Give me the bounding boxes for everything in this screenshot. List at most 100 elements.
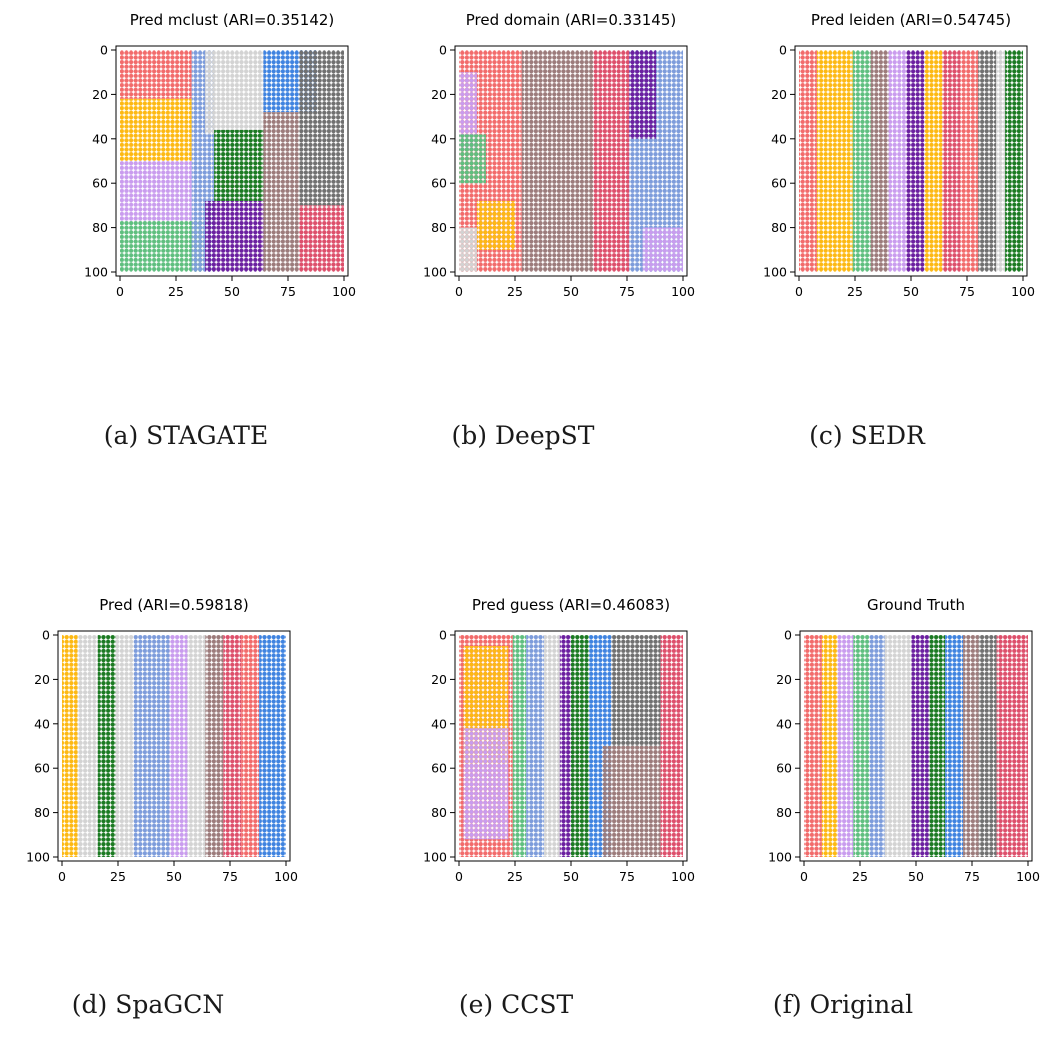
y-tick-label: 100 [26, 850, 50, 865]
x-tick-label: 100 [274, 869, 298, 884]
x-tick-label: 25 [852, 869, 868, 884]
cluster-region-silver [115, 635, 134, 857]
x-tick-label: 25 [507, 869, 523, 884]
panel-6: 0 25 50 75 100 0 20 40 60 80 100 Ground Truth [768, 596, 1040, 884]
cluster-region-lilac [459, 72, 477, 150]
panel-title: Pred (ARI=0.59818) [99, 596, 249, 614]
panel-caption: (c) SEDR [809, 421, 925, 450]
x-tick-label: 100 [1016, 869, 1040, 884]
cluster-region-forest [97, 635, 116, 857]
panel-3: 0 25 50 75 100 0 20 40 60 80 100 Pred leiden (ARI=0… [763, 11, 1035, 299]
cluster-region-slate [611, 635, 661, 746]
cluster-region-mint [459, 134, 486, 184]
x-tick-label: 25 [847, 284, 863, 299]
x-tick-label: 75 [222, 869, 238, 884]
cluster-region-periwinkle [868, 635, 885, 857]
plot-area [804, 635, 1028, 857]
y-tick-label: 0 [439, 628, 447, 643]
cluster-region-taupe [870, 50, 889, 272]
x-tick-label: 0 [455, 284, 463, 299]
cluster-region-crimson [299, 205, 344, 272]
cluster-region-slate [978, 50, 997, 272]
y-tick-label: 20 [431, 672, 447, 687]
y-tick-label: 40 [776, 716, 792, 731]
cluster-region-lilac [642, 227, 683, 272]
x-tick-label: 0 [455, 869, 463, 884]
x-tick-label: 50 [224, 284, 240, 299]
plot-area [459, 50, 683, 272]
cluster-region-slate [299, 50, 344, 206]
x-tick-label: 100 [671, 869, 695, 884]
x-tick-label: 25 [168, 284, 184, 299]
y-tick-label: 60 [431, 176, 447, 191]
y-tick-label: 40 [92, 131, 108, 146]
x-tick-label: 50 [563, 284, 579, 299]
y-tick-label: 0 [784, 628, 792, 643]
cluster-region-mint [852, 50, 871, 272]
cluster-region-crimson [593, 50, 630, 272]
x-tick-label: 100 [1011, 284, 1035, 299]
cluster-region-amber [476, 200, 515, 250]
y-tick-label: 60 [776, 761, 792, 776]
x-tick-label: 0 [116, 284, 124, 299]
cluster-region-taupe [521, 50, 594, 272]
panel-title: Pred domain (ARI=0.33145) [466, 11, 677, 29]
cluster-region-amber [816, 50, 853, 272]
cluster-region-silver [884, 635, 912, 857]
cluster-region-amber [62, 635, 78, 857]
y-tick-label: 80 [431, 805, 447, 820]
cluster-region-mint [853, 635, 869, 857]
cluster-region-crimson [660, 635, 683, 857]
y-tick-label: 80 [34, 805, 50, 820]
x-tick-label: 75 [619, 284, 635, 299]
y-tick-label: 100 [84, 265, 108, 280]
y-tick-label: 40 [431, 131, 447, 146]
x-tick-label: 75 [619, 869, 635, 884]
panel-caption: (e) CCST [458, 990, 574, 1019]
cluster-region-mint [120, 220, 203, 272]
panel-5: 0 25 50 75 100 0 20 40 60 80 100 Pred guess (ARI=0.… [423, 596, 695, 884]
cluster-region-lilac [463, 728, 509, 840]
cluster-region-violet [205, 200, 264, 272]
cluster-region-violet [906, 50, 925, 272]
y-tick-label: 20 [92, 87, 108, 102]
x-tick-label: 75 [959, 284, 975, 299]
y-tick-label: 40 [34, 716, 50, 731]
y-tick-label: 60 [92, 176, 108, 191]
cluster-region-amber [821, 635, 838, 857]
panel-2: 0 25 50 75 100 0 20 40 60 80 100 Pred domain (ARI=0… [423, 11, 695, 299]
cluster-region-taupe [602, 746, 661, 857]
cluster-region-silver [187, 635, 206, 857]
cluster-region-violet [911, 635, 930, 857]
x-tick-label: 0 [800, 869, 808, 884]
cluster-region-mint [512, 635, 527, 857]
y-tick-label: 0 [439, 43, 447, 58]
plot-area [62, 635, 286, 857]
cluster-region-lilac [169, 635, 188, 857]
cluster-region-periwinkle [133, 635, 170, 857]
plot-area [459, 635, 683, 857]
cluster-region-salmon [241, 635, 260, 857]
x-tick-label: 50 [903, 284, 919, 299]
y-tick-label: 0 [100, 43, 108, 58]
y-tick-label: 100 [423, 850, 447, 865]
x-tick-label: 100 [332, 284, 356, 299]
x-tick-label: 0 [795, 284, 803, 299]
panel-title: Pred guess (ARI=0.46083) [472, 596, 670, 614]
cluster-region-crimson [223, 635, 242, 857]
cluster-region-periwinkle [526, 635, 545, 857]
cluster-region-forest [929, 635, 946, 857]
x-tick-label: 75 [280, 284, 296, 299]
cluster-region-amber [120, 98, 192, 161]
cluster-region-salmon [120, 50, 192, 99]
cluster-region-silver [459, 227, 477, 272]
y-tick-label: 100 [423, 265, 447, 280]
y-tick-label: 100 [768, 850, 792, 865]
cluster-region-taupe [205, 635, 224, 857]
cluster-region-forest [1005, 50, 1023, 272]
cluster-region-crimson [942, 50, 961, 272]
panel-4: 0 25 50 75 100 0 20 40 60 80 100 Pred (ARI=0.59818) [26, 596, 298, 884]
x-tick-label: 0 [58, 869, 66, 884]
y-tick-label: 60 [34, 761, 50, 776]
panel-caption: (f) Original [772, 990, 914, 1019]
